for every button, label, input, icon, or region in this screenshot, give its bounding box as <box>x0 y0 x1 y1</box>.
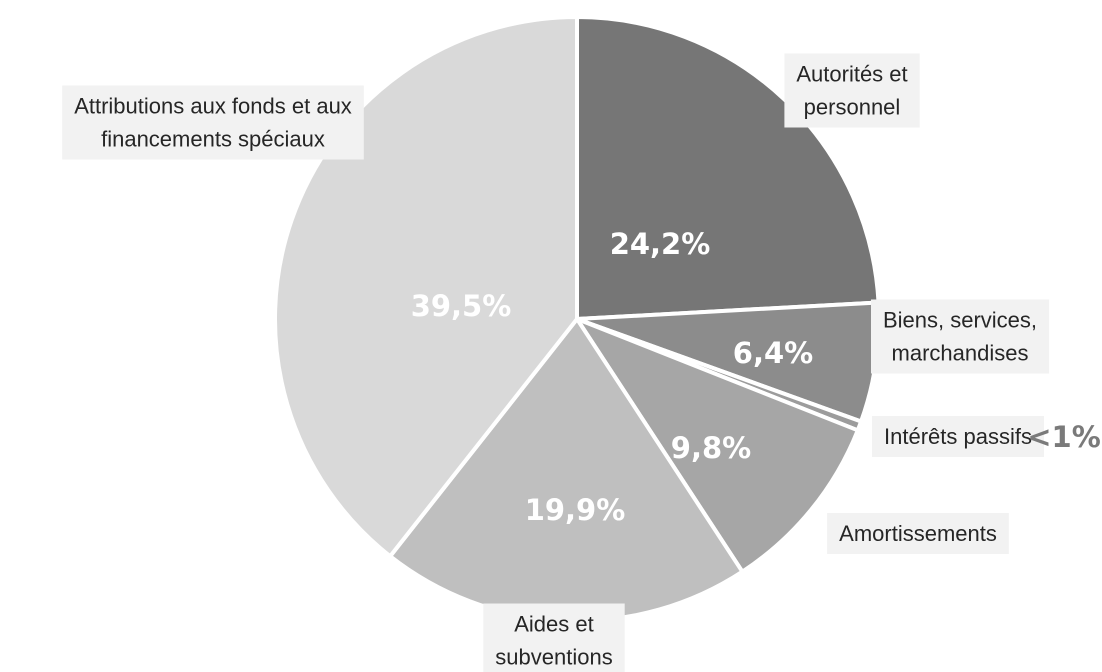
value-label-autorites: 24,2% <box>610 227 711 261</box>
value-label-aides: 19,9% <box>525 493 626 527</box>
value-label-interets: <1% <box>1027 420 1101 454</box>
category-label-biens-line: marchandises <box>892 341 1029 366</box>
value-label-attributions: 39,5% <box>411 289 512 323</box>
category-label-amortissements-box <box>827 513 1009 554</box>
category-label-autorites-box <box>784 53 920 128</box>
category-label-autorites-line: Autorités et <box>796 62 907 87</box>
category-label-interets-line: Intérêts passifs <box>884 424 1032 449</box>
category-label-biens: Biens, services, marchandises <box>871 299 1050 374</box>
category-label-aides-line: Aides et <box>514 612 594 637</box>
category-label-attributions-line: Attributions aux fonds et aux <box>74 94 352 119</box>
category-label-interets-box <box>872 416 1044 457</box>
svg-text:Amortissements: Amortissements <box>839 521 997 546</box>
svg-text:Biens, services,marchandises: Biens, services, marchandises <box>883 308 1037 366</box>
category-label-amortissements: Amortissements <box>827 513 1009 554</box>
category-label-biens-line: Biens, services, <box>883 308 1037 333</box>
category-label-biens-box <box>871 299 1050 374</box>
category-label-attributions: Attributions aux fonds et aux financement… <box>62 85 364 160</box>
value-label-amortissements: 9,8% <box>671 431 751 465</box>
slice-amortissements <box>575 317 860 574</box>
category-label-aides-line: subventions <box>495 645 612 670</box>
category-label-attributions-line: financements spéciaux <box>101 127 325 152</box>
pie-labels: Autorités et personnel Biens, services, mar… <box>62 53 1101 672</box>
svg-text:Intérêts passifs: Intérêts passifs <box>884 424 1032 449</box>
category-label-autorites-line: personnel <box>804 95 901 120</box>
category-label-amortissements-line: Amortissements <box>839 521 997 546</box>
category-label-attributions-box <box>62 85 364 160</box>
category-label-interets: Intérêts passifs <box>872 416 1044 457</box>
category-label-autorites: Autorités et personnel <box>784 53 920 128</box>
category-label-aides-box <box>483 603 625 672</box>
value-label-biens: 6,4% <box>733 336 813 370</box>
category-label-aides: Aides et subventions <box>483 603 625 672</box>
